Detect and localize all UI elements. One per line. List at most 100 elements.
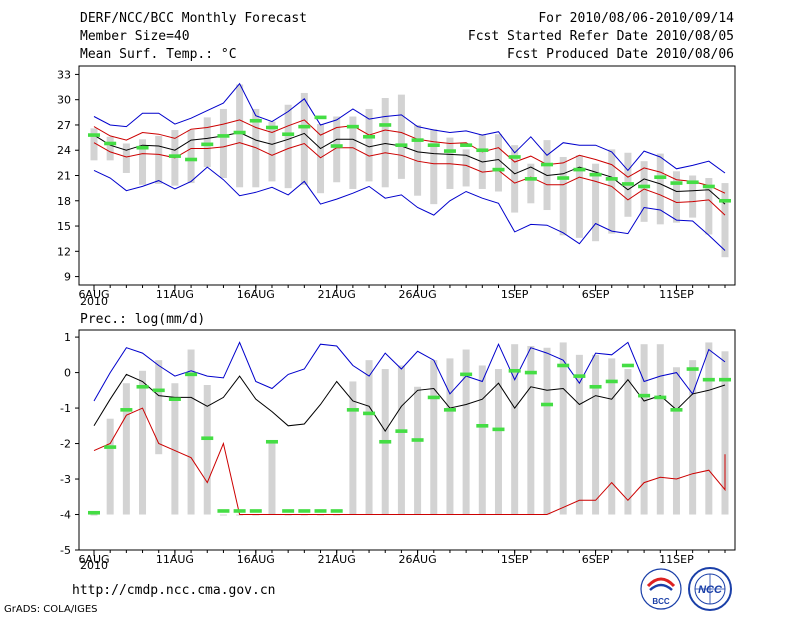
temp-ensemble-bar	[349, 116, 357, 189]
temp-ensemble-bar	[106, 136, 114, 161]
temp-observed-marker	[702, 184, 715, 189]
temp-observed-marker	[363, 134, 376, 139]
prec-observed-marker	[395, 429, 408, 433]
temp-ensemble-bar	[187, 130, 195, 184]
temp-observed-marker	[573, 167, 586, 172]
temp-ensemble-bar	[511, 145, 519, 213]
prec-y-tick-label: -5	[60, 544, 71, 557]
prec-observed-marker	[460, 372, 473, 377]
prec-observed-marker	[346, 408, 359, 412]
prec-ensemble-bar	[236, 514, 244, 516]
temp-observed-marker	[605, 177, 618, 181]
temp-observed-marker	[670, 181, 683, 185]
prec-x-tick-label: 21AUG	[318, 553, 356, 566]
prec-ensemble-bar	[624, 369, 632, 515]
prec-ensemble-bar	[203, 385, 211, 515]
temp-observed-marker	[411, 138, 424, 142]
prec-ensemble-bar	[122, 383, 130, 515]
prec-ensemble-bar	[171, 383, 179, 515]
temp-ensemble-bar	[656, 153, 664, 225]
prec-observed-marker	[427, 395, 440, 400]
bcc-logo: BCC	[640, 568, 682, 610]
temp-y-tick-label: 9	[64, 271, 71, 284]
prec-observed-marker	[670, 408, 683, 412]
prec-observed-marker	[605, 379, 618, 384]
prec-observed-marker	[621, 363, 634, 368]
temp-ensemble-bar	[397, 94, 405, 179]
temp-observed-marker	[298, 124, 311, 129]
prec-y-tick-label: -4	[60, 509, 71, 522]
temp-x-tick-label: 6SEP	[582, 288, 610, 301]
prec-observed-marker	[314, 509, 327, 513]
temp-observed-marker	[492, 167, 505, 172]
temp-ensemble-bar	[139, 139, 147, 185]
prec-x-tick-label: 11AUG	[156, 553, 194, 566]
temp-ensemble-bar	[575, 155, 583, 238]
prec-ensemble-bar	[430, 360, 438, 515]
forecast-period: For 2010/08/06-2010/09/14	[538, 11, 734, 26]
temp-observed-marker	[719, 198, 731, 203]
prec-observed-marker	[411, 438, 424, 442]
member-size: Member Size=40	[80, 29, 190, 44]
prec-y-tick-label: 1	[64, 331, 71, 344]
prec-observed-marker	[443, 408, 456, 412]
prec-ensemble-bar	[527, 345, 535, 515]
prec-ensemble-bar	[446, 358, 454, 515]
prec-year-label: 2010	[80, 559, 108, 572]
prec-ensemble-bar	[317, 514, 325, 516]
prec-ensemble-bar	[414, 386, 422, 515]
ncc-logo: NCC	[686, 566, 734, 612]
prec-observed-marker	[686, 367, 699, 371]
temp-observed-marker	[217, 134, 230, 138]
prec-y-tick-label: -2	[60, 438, 71, 451]
prec-x-tick-label: 26AUG	[399, 553, 437, 566]
temp-observed-marker	[508, 155, 521, 159]
prec-mean-plus-sd-line	[93, 407, 726, 515]
prec-ensemble-bar	[155, 360, 163, 455]
temp-mean-line	[93, 131, 726, 205]
temp-ensemble-bar	[365, 108, 373, 182]
temp-ensemble-bar	[705, 178, 713, 235]
prec-observed-marker	[508, 369, 521, 373]
temp-observed-marker	[427, 143, 440, 147]
temp-mean-plus-sd-line	[93, 119, 726, 194]
prec-x-tick-label: 11SEP	[659, 553, 694, 566]
prec-observed-marker	[589, 384, 602, 389]
temp-observed-marker	[249, 118, 262, 123]
temp-observed-marker	[557, 176, 570, 180]
temp-ensemble-bar	[284, 104, 292, 189]
temp-y-tick-label: 12	[57, 245, 71, 258]
prec-ensemble-bar	[187, 349, 195, 515]
temp-x-tick-label: 26AUG	[399, 288, 437, 301]
prec-observed-marker	[702, 377, 715, 382]
temp-x-tick-label: 21AUG	[318, 288, 356, 301]
prec-y-tick-label: -1	[60, 402, 71, 415]
prec-ensemble-bar	[478, 365, 486, 515]
prec-observed-marker	[298, 509, 311, 513]
prec-ensemble-bar	[462, 349, 470, 515]
prec-observed-marker	[379, 439, 392, 444]
prec-ensemble-bar	[333, 514, 341, 516]
prec-observed-marker	[330, 509, 343, 513]
prec-observed-marker	[265, 439, 278, 444]
prec-ensemble-bar	[397, 365, 405, 515]
temp-ensemble-bar	[527, 163, 535, 204]
temp-ensemble-bar	[608, 149, 616, 234]
temp-x-tick-label: 1SEP	[501, 288, 529, 301]
prec-ensemble-bar	[559, 342, 567, 515]
prec-observed-marker	[363, 411, 376, 416]
temp-x-tick-label: 6AUG	[78, 288, 109, 301]
temp-year-label: 2010	[80, 295, 108, 308]
prec-ensemble-bar	[608, 358, 616, 515]
prec-ensemble-bar	[640, 344, 648, 515]
prec-observed-marker	[557, 363, 570, 368]
prec-observed-marker	[282, 509, 295, 513]
temp-ensemble-bar	[414, 124, 422, 196]
source-url[interactable]: http://cmdp.ncc.cma.gov.cn	[72, 583, 276, 598]
prec-ensemble-bar	[656, 344, 664, 515]
temp-y-tick-label: 21	[57, 170, 71, 183]
prec-x-tick-label: 6AUG	[78, 553, 109, 566]
temp-observed-marker	[395, 143, 408, 147]
prec-observed-marker	[217, 509, 230, 513]
